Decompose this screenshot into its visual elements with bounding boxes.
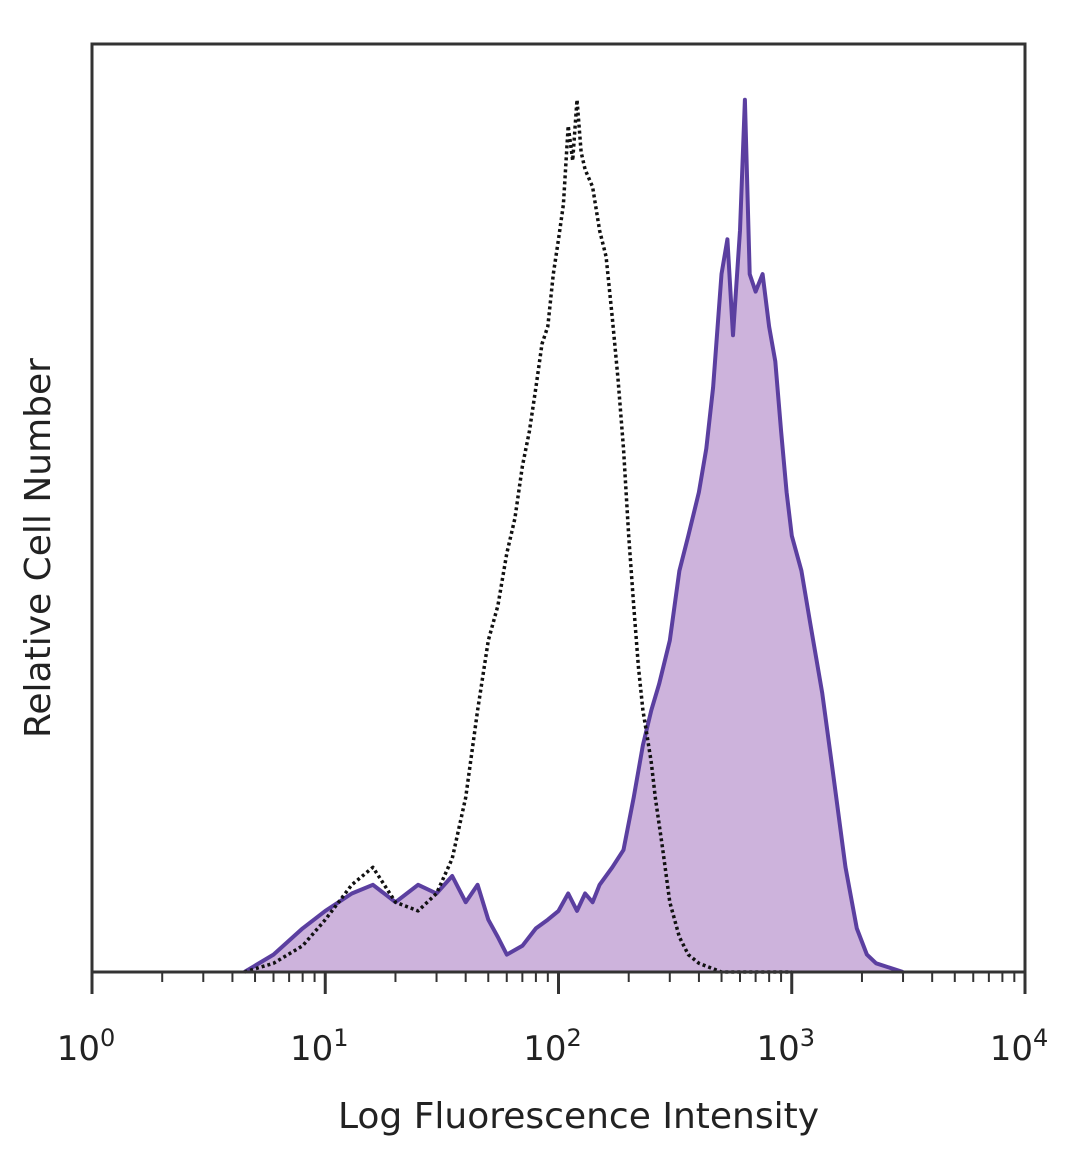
x-axis-label: Log Fluorescence Intensity <box>338 1096 819 1137</box>
x-tick-label: 102 <box>523 1024 582 1069</box>
tick-base: 10 <box>57 1029 100 1069</box>
x-tick-label: 103 <box>756 1024 815 1069</box>
tick-base: 10 <box>756 1029 799 1069</box>
tick-exponent: 3 <box>800 1024 815 1052</box>
series-0-line <box>243 97 792 974</box>
y-axis-label: Relative Cell Number <box>18 358 59 738</box>
series-1-line <box>243 97 904 974</box>
tick-base: 10 <box>990 1029 1033 1069</box>
x-tick-label: 100 <box>57 1024 116 1069</box>
plot-frame <box>90 42 1027 974</box>
series-1-area <box>244 99 903 972</box>
tick-exponent: 0 <box>100 1024 115 1052</box>
x-tick-label: 101 <box>290 1024 349 1069</box>
x-tick-label: 104 <box>990 1024 1049 1069</box>
tick-exponent: 4 <box>1033 1024 1048 1052</box>
tick-exponent: 2 <box>566 1024 581 1052</box>
plot-area <box>92 97 1025 974</box>
tick-base: 10 <box>523 1029 566 1069</box>
x-axis: 100 101 102 103 104 <box>57 972 1049 1069</box>
tick-exponent: 1 <box>333 1024 348 1052</box>
tick-base: 10 <box>290 1029 333 1069</box>
